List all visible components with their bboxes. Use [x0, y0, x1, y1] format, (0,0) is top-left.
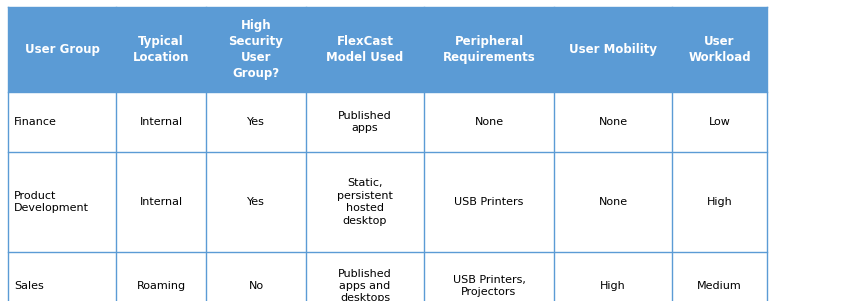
Text: Published
apps: Published apps: [338, 111, 392, 133]
Text: High
Security
User
Group?: High Security User Group?: [229, 19, 283, 80]
Text: High: High: [600, 281, 626, 291]
Text: Yes: Yes: [247, 197, 265, 207]
Text: No: No: [248, 281, 263, 291]
Text: Sales: Sales: [14, 281, 44, 291]
Bar: [8, 92, 767, 152]
Text: Roaming: Roaming: [136, 281, 186, 291]
Text: Internal: Internal: [140, 197, 182, 207]
Text: Product
Development: Product Development: [14, 191, 89, 213]
Bar: [8, 7, 767, 92]
Text: USB Printers,
Projectors: USB Printers, Projectors: [452, 275, 526, 297]
Text: Typical
Location: Typical Location: [133, 35, 189, 64]
Text: Published
apps and
desktops: Published apps and desktops: [338, 268, 392, 301]
Text: None: None: [474, 117, 504, 127]
Text: High: High: [706, 197, 733, 207]
Text: User Group: User Group: [24, 43, 99, 56]
Text: Low: Low: [709, 117, 731, 127]
Bar: [8, 152, 767, 252]
Text: Finance: Finance: [14, 117, 57, 127]
Text: Yes: Yes: [247, 117, 265, 127]
Text: Medium: Medium: [697, 281, 742, 291]
Text: Internal: Internal: [140, 117, 182, 127]
Text: FlexCast
Model Used: FlexCast Model Used: [326, 35, 404, 64]
Text: User
Workload: User Workload: [688, 35, 751, 64]
Text: User Mobility: User Mobility: [569, 43, 657, 56]
Bar: [8, 252, 767, 301]
Text: USB Printers: USB Printers: [454, 197, 524, 207]
Text: Peripheral
Requirements: Peripheral Requirements: [442, 35, 536, 64]
Text: Static,
persistent
hosted
desktop: Static, persistent hosted desktop: [337, 178, 393, 226]
Text: None: None: [599, 197, 627, 207]
Text: None: None: [599, 117, 627, 127]
